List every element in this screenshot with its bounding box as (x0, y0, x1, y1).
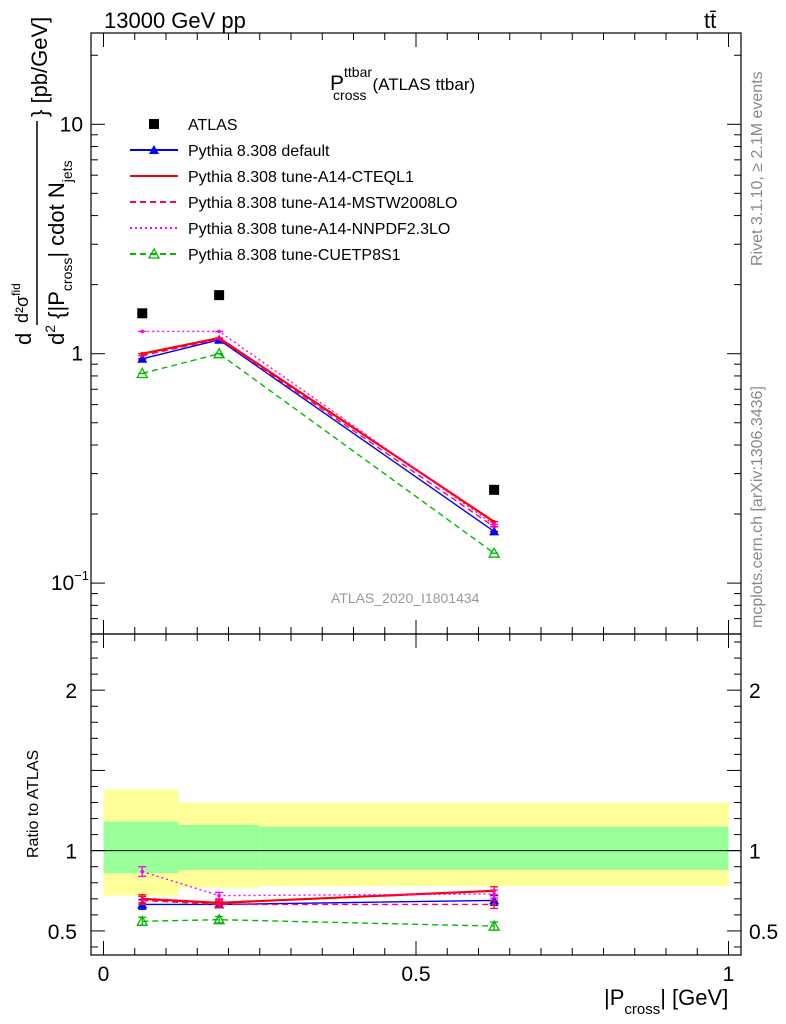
marker-dot (492, 520, 496, 524)
ratio-xtick-label: 0 (98, 963, 110, 986)
ratio-ylabel: Ratio to ATLAS (25, 750, 42, 858)
ratio-ytick-label-left: 0.5 (48, 921, 77, 944)
marker-atlas-square (214, 290, 225, 301)
ratio-series-4 (136, 913, 501, 931)
main-series-4 (138, 329, 499, 527)
ratio-series-line (142, 918, 495, 927)
legend-label: ATLAS (188, 117, 238, 134)
marker-triangle-filled (137, 353, 148, 363)
marker-dot (492, 892, 496, 896)
legend-label: Pythia 8.308 tune-A14-MSTW2008LO (188, 195, 457, 212)
ytick-base: 10 (51, 572, 74, 595)
xlabel-sub: cross (624, 1001, 660, 1018)
main-series-line (142, 352, 495, 554)
xlabel-suffix: | [GeV] (660, 985, 728, 1010)
title-sup: ttbar (344, 64, 372, 80)
title-sub: cross (333, 87, 366, 103)
ratio-xtick-label: 0.5 (401, 963, 430, 986)
marker-dot (492, 522, 496, 527)
ratio-band-inner (259, 826, 729, 870)
ylabel-numerator-d: d (11, 333, 36, 345)
marker-dot (140, 329, 145, 334)
marker-dot (140, 898, 145, 903)
marker-dot (140, 869, 145, 874)
ytick-exponent: −1 (74, 568, 89, 583)
marker-atlas-square (137, 308, 148, 319)
marker-triangle-open (136, 914, 149, 926)
marker-triangle-filled (489, 526, 500, 536)
main-ytick-label: 10 (60, 113, 83, 136)
rivet-version-label: Rivet 3.1.10, ≥ 2.1M events (749, 71, 766, 266)
ylabel-numerator-sigma: d²σfid (9, 283, 32, 323)
main-ytick-label: 1 (71, 343, 83, 366)
marker-atlas-square (489, 484, 500, 495)
legend-entry-4: Pythia 8.308 tune-A14-NNPDF2.3LO (130, 221, 450, 238)
legend-label: Pythia 8.308 tune-A14-CTEQL1 (188, 169, 414, 186)
ratio-ytick-label-right: 2 (749, 680, 761, 703)
ratio-frame (90, 633, 742, 956)
main-ytick-label: 10−1 (51, 568, 89, 595)
legend-label: Pythia 8.308 default (188, 143, 330, 160)
main-series-5 (136, 347, 501, 558)
analysis-watermark: ATLAS_2020_I1801434 (331, 590, 480, 606)
marker-triangle-open (213, 913, 226, 925)
ylabel-brace-unit: } [pb/GeV] (27, 17, 52, 117)
ratio-series-3 (138, 866, 499, 900)
marker-dot (140, 353, 145, 358)
legend-entry-1: Pythia 8.308 default (130, 143, 330, 160)
main-series-3 (138, 337, 499, 529)
marker-dot (217, 893, 221, 898)
marker-triangle-open (147, 247, 161, 259)
ylabel-denominator: d2 {|Pcross| cdot Njets (42, 160, 75, 345)
legend-label: Pythia 8.308 tune-CUETP8S1 (188, 247, 401, 264)
ratio-ytick-label-left: 2 (65, 680, 77, 703)
ratio-plot: 0.5 0.5 1 1 2 2 0 0.5 1 (48, 633, 778, 986)
ratio-ytick-label-right: 0.5 (749, 921, 778, 944)
marker-atlas-square (149, 119, 159, 129)
legend-entry-5: Pythia 8.308 tune-CUETP8S1 (130, 247, 401, 264)
xlabel: |Pcross| [GeV] (604, 985, 728, 1018)
marker-triangle-open (488, 919, 501, 931)
xlabel-main: |P (604, 985, 624, 1010)
ratio-series-line (142, 899, 495, 906)
ratio-ytick-label-left: 1 (65, 841, 77, 864)
ratio-series-2 (138, 895, 499, 910)
title-main: P (330, 72, 344, 95)
marker-dot (217, 337, 221, 341)
plot-title: Pttbar cross (ATLAS ttbar) (330, 64, 475, 103)
marker-dot (217, 329, 221, 334)
main-series-1 (137, 334, 500, 536)
ratio-ytick-label-right: 1 (749, 841, 761, 864)
marker-triangle-open (136, 367, 149, 379)
mcplots-label: mcplots.cern.ch [arXiv:1306.3436] (749, 386, 766, 628)
title-suffix: (ATLAS ttbar) (372, 75, 475, 94)
marker-triangle-open (213, 347, 226, 359)
legend-entry-0: ATLAS (149, 117, 238, 134)
main-series-line (142, 338, 495, 528)
marker-dot (492, 902, 496, 907)
legend-entry-3: Pythia 8.308 tune-A14-MSTW2008LO (130, 195, 457, 212)
ratio-xtick-label: 1 (723, 963, 735, 986)
main-ylabel: d d²σfid d2 {|Pcross| cdot Njets } [pb/G… (9, 17, 75, 345)
marker-triangle-filled (149, 145, 159, 154)
main-series-line (142, 339, 495, 532)
header-energy-label: 13000 GeV pp (104, 8, 246, 33)
marker-dot (217, 902, 221, 907)
legend-label: Pythia 8.308 tune-A14-NNPDF2.3LO (188, 221, 450, 238)
main-series-2 (138, 336, 499, 524)
marker-triangle-open (488, 546, 501, 558)
main-series-0 (137, 290, 500, 495)
ratio-band-inner (178, 824, 260, 870)
ratio-band-inner (103, 821, 179, 874)
header-process-label: tt̄ (704, 8, 716, 33)
legend-entry-2: Pythia 8.308 tune-A14-CTEQL1 (130, 169, 414, 186)
